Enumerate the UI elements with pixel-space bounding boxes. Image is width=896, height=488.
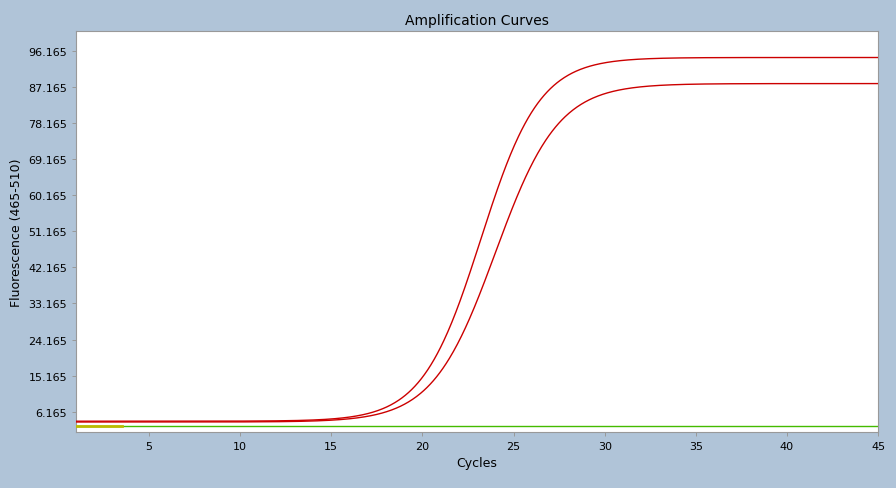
X-axis label: Cycles: Cycles xyxy=(457,456,497,469)
Y-axis label: Fluorescence (465-510): Fluorescence (465-510) xyxy=(10,158,22,306)
Title: Amplification Curves: Amplification Curves xyxy=(405,14,549,28)
